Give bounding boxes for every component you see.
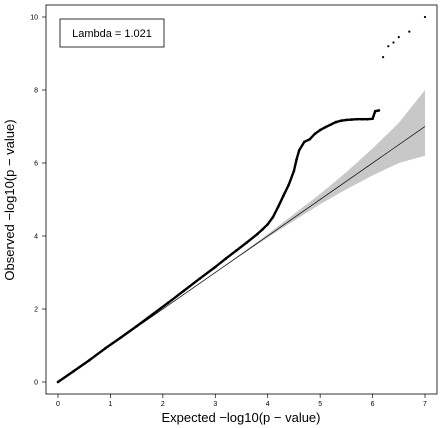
data-point [261, 228, 264, 231]
data-point [382, 56, 385, 59]
data-point [355, 117, 359, 121]
data-point [245, 241, 248, 244]
data-point [423, 15, 427, 19]
data-point [271, 215, 275, 219]
data-point [235, 249, 238, 252]
data-point [292, 169, 296, 173]
data-point [408, 30, 411, 33]
y-tick-label: 2 [34, 307, 38, 314]
confidence-band [58, 90, 425, 382]
x-tick-label: 5 [318, 401, 322, 408]
data-point [350, 118, 353, 121]
data-point [324, 125, 327, 129]
data-point [182, 289, 186, 293]
data-point [276, 205, 280, 209]
x-axis-title: Expected −log10(p − value) [162, 410, 321, 425]
y-axis-title: Observed −log10(p − value) [2, 119, 17, 280]
data-point [166, 301, 170, 305]
data-point [295, 158, 298, 161]
legend-box [59, 18, 165, 48]
data-point [397, 36, 400, 39]
data-point [318, 128, 322, 132]
data-point [308, 138, 312, 141]
data-point [377, 109, 381, 112]
y-tick-label: 4 [34, 234, 38, 241]
data-point [387, 45, 390, 48]
data-point [297, 148, 301, 152]
x-tick-label: 7 [423, 401, 427, 408]
plot-frame [45, 4, 438, 395]
data-point [371, 117, 374, 121]
y-tick-label: 0 [34, 380, 38, 387]
x-tick-label: 2 [161, 401, 165, 408]
data-point [103, 347, 107, 350]
data-point [360, 117, 364, 121]
data-point [198, 277, 201, 281]
data-point [72, 369, 75, 373]
data-point [282, 194, 285, 198]
legend: Lambda = 1.021 [59, 18, 165, 48]
data-point [255, 232, 259, 236]
data-point [329, 123, 332, 126]
data-point [266, 223, 270, 226]
data-point [56, 380, 60, 384]
y-tick-label: 10 [30, 15, 38, 22]
data-point [287, 183, 291, 187]
x-tick-label: 1 [108, 401, 112, 408]
y-tick-label: 6 [34, 161, 38, 168]
data-point [303, 140, 306, 144]
data-point [224, 257, 228, 260]
series-dense-points [57, 109, 380, 383]
data-point [334, 120, 338, 124]
x-tick-label: 6 [371, 401, 375, 408]
data-point [373, 109, 377, 113]
data-point [392, 41, 395, 44]
legend-text: Lambda = 1.021 [72, 28, 152, 40]
data-point [214, 265, 217, 269]
data-point [339, 119, 343, 122]
plot-area: 0 1 2 3 4 5 6 7 0 2 4 6 8 10 [30, 4, 438, 408]
x-tick-label: 3 [213, 401, 217, 408]
x-tick-label: 0 [56, 401, 60, 408]
data-point [88, 358, 91, 362]
y-tick-label: 8 [34, 88, 38, 95]
x-tick-label: 4 [266, 401, 270, 408]
data-point [135, 324, 138, 328]
data-point [366, 117, 369, 121]
data-point [313, 132, 317, 136]
data-point [345, 118, 348, 122]
data-point [151, 313, 154, 316]
data-point [119, 336, 123, 339]
